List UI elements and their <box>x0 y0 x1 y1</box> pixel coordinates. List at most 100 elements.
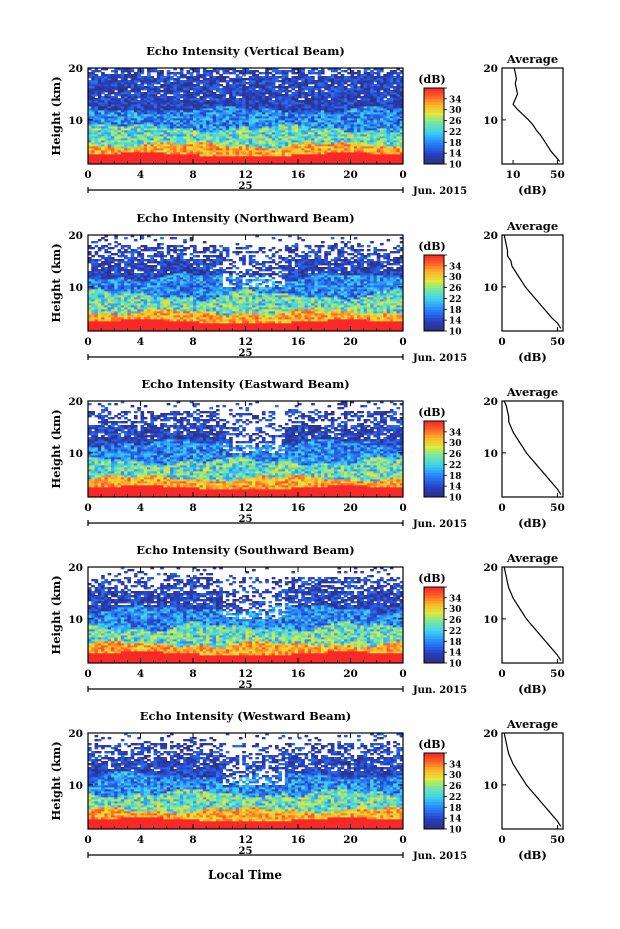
heatmap-cell <box>271 323 276 326</box>
heatmap-cell <box>373 144 378 147</box>
heatmap-cell <box>219 152 223 155</box>
heatmap-cell <box>209 76 214 79</box>
heatmap-cell <box>320 78 325 81</box>
heatmap-cell <box>209 94 214 97</box>
heatmap-cell <box>225 80 230 83</box>
heatmap-cell <box>320 154 325 157</box>
heatmap-cell <box>281 154 286 157</box>
heatmap-cell <box>94 152 99 155</box>
heatmap-cell <box>340 108 345 111</box>
heatmap-cell <box>380 78 384 81</box>
heatmap-cell <box>147 122 151 125</box>
heatmap-cell <box>130 160 135 163</box>
heatmap-cell <box>383 124 387 127</box>
heatmap-cell <box>271 158 276 161</box>
heatmap-cell <box>212 120 217 123</box>
heatmap-cell <box>301 88 305 91</box>
heatmap-cell <box>360 96 364 99</box>
heatmap-cell <box>150 321 154 324</box>
heatmap-cell <box>271 126 276 129</box>
heatmap-cell <box>294 146 299 149</box>
heatmap-cell <box>281 122 286 125</box>
heatmap-cell <box>104 94 109 97</box>
heatmap-cell <box>376 158 381 161</box>
heatmap-cell <box>120 128 125 131</box>
heatmap-cell <box>278 108 282 111</box>
heatmap-cell <box>291 80 296 83</box>
heatmap-cell <box>199 102 204 105</box>
heatmap-cell <box>301 68 305 71</box>
heatmap-cell <box>288 130 292 133</box>
heatmap-cell <box>183 321 187 324</box>
heatmap-cell <box>363 150 368 153</box>
heatmap-cell <box>343 152 348 155</box>
heatmap-cell <box>91 126 95 129</box>
heatmap-cell <box>199 124 204 127</box>
heatmap-cell <box>202 98 207 101</box>
heatmap-cell <box>363 120 368 123</box>
heatmap-cell <box>219 146 223 149</box>
heatmap-cell <box>363 80 368 83</box>
heatmap-cell <box>163 132 168 135</box>
heatmap-cell <box>114 96 118 99</box>
heatmap-cell <box>317 329 322 332</box>
heatmap-cell <box>284 78 289 81</box>
heatmap-cell <box>258 96 263 99</box>
heatmap-cell <box>202 162 207 165</box>
heatmap-cell <box>242 120 246 123</box>
heatmap-cell <box>314 158 319 161</box>
heatmap-cell <box>265 162 269 165</box>
heatmap-cell <box>294 325 299 328</box>
heatmap-cell <box>186 98 191 101</box>
heatmap-cell <box>357 76 361 79</box>
heatmap-cell <box>271 152 276 155</box>
heatmap-cell <box>311 142 315 145</box>
heatmap-cell <box>347 88 351 91</box>
heatmap-cell <box>209 106 214 109</box>
heatmap-cell <box>393 108 397 111</box>
heatmap-cell <box>252 88 256 91</box>
heatmap-cell <box>337 126 342 129</box>
heatmap-cell <box>366 92 371 95</box>
heatmap-cell <box>301 158 305 161</box>
heatmap-cell <box>163 84 168 87</box>
heatmap-cell <box>114 82 118 85</box>
heatmap-cell <box>186 96 191 99</box>
heatmap-cell <box>284 98 289 101</box>
heatmap-cell <box>314 80 319 83</box>
heatmap-cell <box>265 154 269 157</box>
heatmap-cell <box>311 122 315 125</box>
heatmap-cell <box>97 88 102 91</box>
heatmap-cell <box>202 138 207 141</box>
heatmap-cell <box>363 136 368 139</box>
heatmap-cell <box>252 104 256 107</box>
heatmap-cell <box>196 319 200 322</box>
heatmap-cell <box>117 126 122 129</box>
heatmap-cell <box>91 96 95 99</box>
heatmap-cell <box>268 146 273 149</box>
heatmap-cell <box>117 108 122 111</box>
heatmap-cell <box>255 154 259 157</box>
heatmap-cell <box>104 132 109 135</box>
heatmap-cell <box>258 118 263 121</box>
heatmap-cell <box>120 70 125 73</box>
heatmap-cell <box>320 92 325 95</box>
heatmap-cell <box>107 74 112 77</box>
heatmap-cell <box>166 134 171 137</box>
heatmap-cell <box>156 323 161 326</box>
heatmap-cell <box>215 72 220 75</box>
heatmap-cell <box>360 104 364 107</box>
heatmap-cell <box>143 148 148 151</box>
heatmap-cell <box>376 72 381 75</box>
heatmap-cell <box>124 88 128 91</box>
heatmap-cell <box>232 327 237 330</box>
heatmap-cell <box>304 106 309 109</box>
heatmap-cell <box>393 154 397 157</box>
heatmap-cell <box>140 144 145 147</box>
heatmap-cell <box>261 86 266 89</box>
heatmap-cell <box>107 124 112 127</box>
heatmap-cell <box>363 138 368 141</box>
heatmap-cell <box>298 152 302 155</box>
heatmap-cell <box>317 126 322 129</box>
heatmap-cell <box>294 323 299 326</box>
